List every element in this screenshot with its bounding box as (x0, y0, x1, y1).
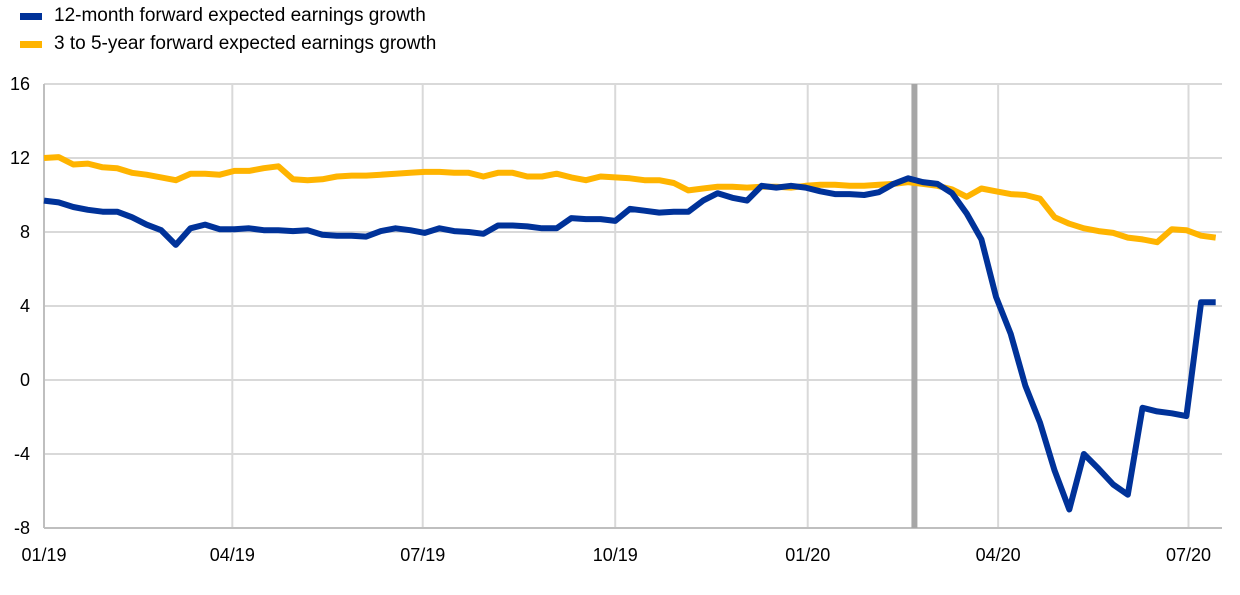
x-tick-label: 01/19 (21, 545, 66, 565)
x-tick-label: 04/19 (210, 545, 255, 565)
series-line-1 (43, 154, 1217, 246)
y-tick-label: 4 (20, 296, 30, 316)
y-tick-label: 8 (20, 222, 30, 242)
x-tick-label: 10/19 (593, 545, 638, 565)
x-tick-label: 01/20 (785, 545, 830, 565)
series-line-0 (43, 175, 1216, 513)
y-axis-tick-labels: 16 12 8 4 0 -4 -8 (10, 74, 30, 538)
legend-item-12-month: 12-month forward expected earnings growt… (20, 2, 436, 30)
legend-label-12-month: 12-month forward expected earnings growt… (54, 5, 426, 26)
x-tick-label: 07/19 (400, 545, 445, 565)
legend-item-3-to-5-year: 3 to 5-year forward expected earnings gr… (20, 30, 436, 58)
legend-swatch-12-month (20, 12, 42, 20)
y-tick-label: 12 (10, 148, 30, 168)
y-tick-label: -8 (14, 518, 30, 538)
y-tick-label: -4 (14, 444, 30, 464)
x-axis-tick-labels: 01/19 04/19 07/19 10/19 01/20 04/20 07/20 (21, 545, 1211, 565)
grid (44, 83, 1222, 528)
series-lines (43, 154, 1217, 513)
y-tick-label: 0 (20, 370, 30, 390)
legend: 12-month forward expected earnings growt… (20, 2, 436, 58)
x-tick-label: 07/20 (1166, 545, 1211, 565)
legend-label-3-to-5-year: 3 to 5-year forward expected earnings gr… (54, 33, 437, 54)
legend-swatch-3-to-5-year (20, 40, 42, 48)
y-tick-label: 16 (10, 74, 30, 94)
x-tick-label: 04/20 (976, 545, 1021, 565)
